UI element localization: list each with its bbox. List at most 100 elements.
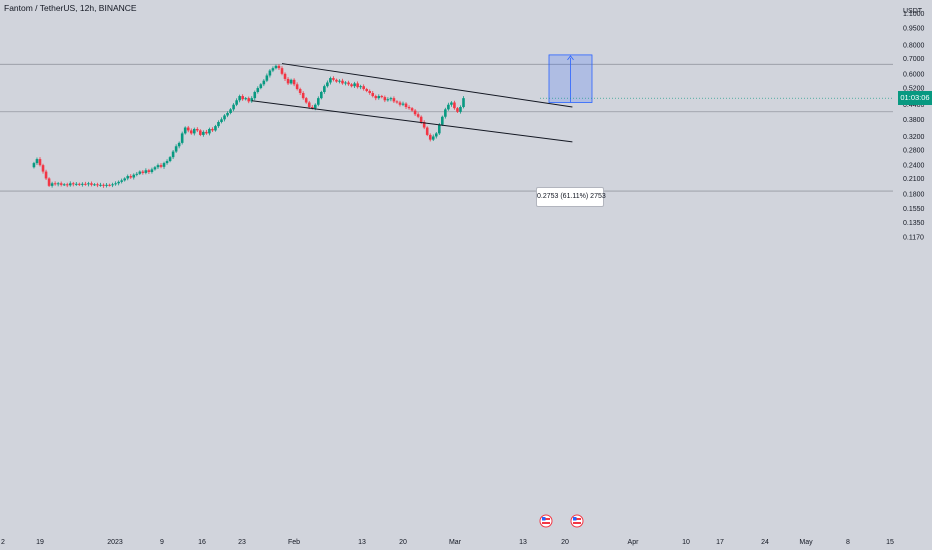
candle [144, 168, 148, 175]
flag-stripe [573, 522, 581, 524]
candle [247, 96, 251, 104]
channel-lower-line[interactable] [251, 100, 573, 143]
time-tick-label: 2023 [107, 539, 123, 546]
candle [404, 102, 408, 110]
candle [75, 182, 78, 186]
price-tick-label: 0.1550 [903, 206, 925, 213]
candle-body [41, 165, 45, 172]
candle [262, 79, 266, 87]
candle-body [283, 73, 287, 79]
candle [365, 87, 368, 93]
time-tick-label: May [799, 539, 813, 546]
candle-body [332, 78, 335, 80]
candle-body [271, 68, 275, 71]
us-flag-icon[interactable] [539, 514, 553, 528]
candle-body [383, 97, 387, 101]
candle [317, 96, 320, 107]
candle [368, 89, 372, 95]
candle [156, 163, 160, 170]
candle-body [62, 184, 66, 186]
candle-body [153, 167, 157, 170]
candle [35, 157, 39, 165]
candle [217, 120, 220, 128]
price-tick-label: 1.3000 [903, 0, 925, 1]
time-tick-label: 20 [399, 539, 407, 546]
candle [383, 95, 387, 103]
candle [214, 124, 217, 132]
candle [338, 79, 341, 84]
candle [32, 161, 36, 169]
candle [205, 129, 208, 135]
candle-body [199, 130, 202, 135]
candle [444, 107, 447, 119]
candle [371, 91, 375, 98]
candle-body [307, 102, 311, 108]
candle-body [93, 184, 96, 186]
flag-canton [573, 517, 577, 521]
price-axis[interactable]: USDT2.10001.80001.50001.30001.10000.9500… [540, 0, 925, 241]
candle [323, 84, 326, 94]
candle [138, 170, 142, 176]
candle [147, 168, 151, 175]
candle-body [392, 98, 396, 102]
candle [304, 96, 308, 104]
candle [87, 181, 90, 187]
candle [441, 115, 444, 126]
candle [47, 177, 51, 188]
time-tick-label: 23 [238, 539, 246, 546]
candle-body [165, 161, 169, 164]
candle [232, 103, 235, 112]
price-tick-label: 0.7000 [903, 56, 925, 63]
candle-body [84, 183, 87, 185]
candle [117, 180, 120, 186]
candle [78, 182, 81, 187]
candle-body [162, 163, 166, 167]
candle-body [456, 108, 459, 112]
candle-body [386, 99, 390, 101]
candle-body [147, 170, 151, 173]
time-axis[interactable]: 2 19 2023 9 16 23 Feb 13 20 Mar 13 20 Apr 10 17 24 May 8 1… [1, 539, 894, 546]
candle-body [450, 102, 453, 105]
measure-label: 0.2753 (61.11%) 2753 [536, 187, 606, 207]
candle [141, 169, 145, 175]
candle-body [304, 98, 308, 103]
descending-channel[interactable] [251, 63, 573, 143]
candle [277, 64, 281, 70]
candle [431, 134, 435, 142]
candle-body [50, 183, 54, 186]
candle-body [232, 104, 235, 110]
channel-upper-line[interactable] [281, 63, 573, 108]
candle [59, 181, 63, 187]
candle-body [120, 180, 123, 182]
price-tick-label: 0.1350 [903, 220, 925, 227]
candle-body [223, 115, 226, 120]
candle-body [350, 84, 353, 87]
candle-body [241, 96, 244, 100]
price-range-tool[interactable] [548, 54, 593, 103]
candle [268, 69, 272, 78]
time-tick-label: 9 [160, 539, 164, 546]
candle [186, 125, 190, 133]
candle [165, 159, 169, 165]
candle-body [202, 131, 205, 135]
candle [401, 101, 405, 107]
candle [265, 73, 269, 83]
candle-body [268, 70, 272, 76]
symbol-title[interactable]: Fantom / TetherUS, 12h, BINANCE [4, 3, 137, 13]
candle [253, 90, 257, 101]
economic-events[interactable] [539, 514, 584, 528]
candle-body [404, 103, 408, 108]
candle-body [56, 183, 60, 185]
candle [374, 94, 378, 101]
us-flag-icon[interactable] [570, 514, 584, 528]
candle-body [102, 184, 105, 186]
candle [56, 181, 60, 187]
candle [395, 100, 399, 104]
candle-body [441, 116, 444, 125]
price-tick-label: 0.2400 [903, 163, 925, 170]
candle-body [138, 171, 142, 174]
candle-body [44, 171, 48, 179]
horizontal-levels[interactable] [0, 63, 893, 192]
candle-body [81, 183, 84, 185]
